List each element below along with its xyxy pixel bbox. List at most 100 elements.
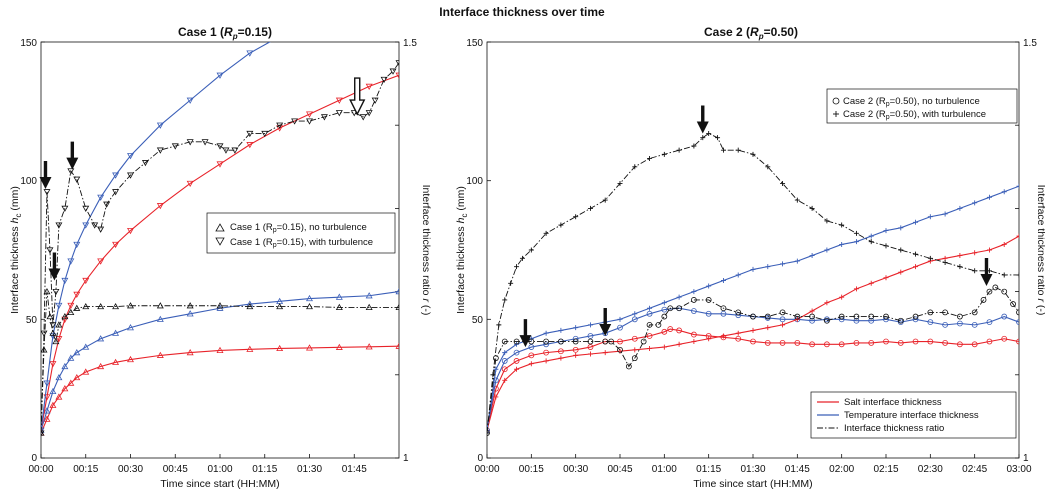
data-point xyxy=(809,317,816,324)
data-point xyxy=(395,342,399,349)
data-point xyxy=(632,347,638,353)
data-point xyxy=(49,387,57,395)
data-point xyxy=(73,291,81,298)
data-point xyxy=(82,222,90,229)
data-point xyxy=(359,114,367,121)
data-point xyxy=(647,305,653,311)
data-point xyxy=(112,241,120,249)
data-point xyxy=(67,379,75,386)
y-tick-label: 0 xyxy=(477,453,483,464)
data-point xyxy=(43,189,51,196)
data-point xyxy=(853,239,859,245)
data-point xyxy=(493,394,499,400)
data-point xyxy=(646,321,653,328)
data-point xyxy=(528,338,535,345)
data-point xyxy=(306,344,313,351)
data-point xyxy=(720,333,726,339)
data-point xyxy=(52,288,60,296)
data-point xyxy=(1001,313,1008,320)
data-point xyxy=(1001,288,1008,295)
x-tick-label: 02:30 xyxy=(918,464,943,475)
data-point xyxy=(735,335,742,342)
data-point xyxy=(276,122,284,129)
y-tick-label: 50 xyxy=(26,315,38,326)
series-line xyxy=(41,74,399,431)
data-point xyxy=(942,211,948,217)
data-point xyxy=(365,303,373,311)
data-point xyxy=(67,168,75,175)
data-point xyxy=(97,226,105,233)
data-point xyxy=(661,151,667,157)
data-point xyxy=(55,222,63,229)
data-point xyxy=(365,110,373,117)
data-point xyxy=(868,239,874,245)
data-point xyxy=(502,297,508,303)
data-point xyxy=(839,222,845,228)
data-point xyxy=(395,303,399,311)
data-point xyxy=(972,200,978,206)
data-point xyxy=(97,258,105,265)
data-point xyxy=(691,143,697,149)
data-point xyxy=(1010,301,1016,307)
data-point xyxy=(61,205,69,213)
data-point xyxy=(365,83,373,90)
data-point xyxy=(667,326,674,332)
x-tick-label: 00:30 xyxy=(118,464,143,475)
data-point xyxy=(156,351,164,358)
data-point xyxy=(502,350,508,356)
data-point xyxy=(912,316,919,323)
data-point xyxy=(389,68,397,75)
data-point xyxy=(1016,338,1019,345)
data-point xyxy=(912,338,919,345)
data-point xyxy=(156,122,164,129)
data-point xyxy=(898,225,904,231)
data-point xyxy=(720,310,727,317)
data-point xyxy=(97,302,105,310)
legend-entry: Case 1 (Rp=0.15), no turbulence xyxy=(230,222,367,234)
y-axis-title: Interface thickness hc (mm) xyxy=(9,186,23,314)
data-point xyxy=(972,250,978,256)
data-point xyxy=(794,258,800,264)
data-point xyxy=(794,313,801,320)
data-point xyxy=(543,330,549,336)
data-point xyxy=(1001,335,1008,342)
data-point xyxy=(617,346,623,353)
data-point xyxy=(676,147,682,153)
data-point xyxy=(73,348,81,356)
data-point xyxy=(156,147,164,154)
series-line xyxy=(487,133,1019,434)
data-point xyxy=(824,247,830,253)
data-point xyxy=(883,243,889,249)
data-point xyxy=(335,293,343,300)
series-line xyxy=(41,291,399,431)
x-tick-label: 01:00 xyxy=(207,464,232,475)
x-tick-label: 00:00 xyxy=(28,464,53,475)
data-point xyxy=(720,147,726,153)
data-point xyxy=(1016,309,1019,316)
series-line xyxy=(487,328,1019,431)
data-point xyxy=(395,72,399,79)
data-point xyxy=(587,338,594,345)
data-point xyxy=(335,97,343,104)
y2-tick-label: 1 xyxy=(403,453,409,464)
data-point xyxy=(625,363,632,370)
data-point xyxy=(487,427,490,433)
data-point xyxy=(67,258,75,265)
data-point xyxy=(52,337,60,345)
data-point xyxy=(276,344,284,352)
data-point xyxy=(883,275,889,281)
data-point xyxy=(764,313,771,320)
data-point xyxy=(216,302,224,309)
data-point xyxy=(617,316,623,322)
legend-marker-circle xyxy=(832,97,840,105)
data-point xyxy=(927,319,934,326)
data-point xyxy=(543,358,549,364)
data-point xyxy=(67,308,75,316)
data-point xyxy=(112,358,120,365)
data-point xyxy=(927,214,933,220)
data-point xyxy=(73,373,81,381)
data-point xyxy=(927,309,934,316)
legend-entry: Salt interface thickness xyxy=(844,397,942,408)
data-point xyxy=(676,341,682,347)
data-point xyxy=(490,372,496,378)
